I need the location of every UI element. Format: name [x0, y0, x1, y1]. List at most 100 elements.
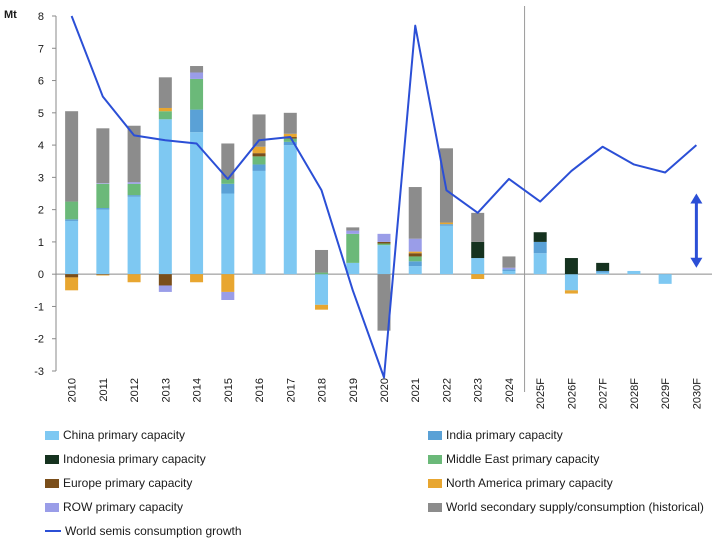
- bar-segment: [533, 253, 547, 275]
- bar-segment: [471, 212, 485, 242]
- bar-segment: [283, 138, 297, 142]
- bar-segment: [627, 270, 641, 275]
- bars-group: [65, 66, 672, 331]
- bar-segment: [221, 193, 235, 275]
- bar-segment: [127, 183, 141, 196]
- x-tick-label: 2017: [285, 378, 297, 402]
- bar-segment: [158, 77, 172, 108]
- bar-segment: [252, 153, 266, 157]
- x-tick-label: 2011: [98, 378, 110, 402]
- y-tick-label: 4: [38, 140, 44, 152]
- x-tick-label: 2029F: [660, 378, 672, 409]
- bar-segment: [96, 128, 110, 184]
- bar-segment: [158, 107, 172, 112]
- bar-segment: [221, 291, 235, 300]
- bar-segment: [190, 66, 204, 73]
- bar-segment: [315, 249, 329, 273]
- bar-segment: [96, 183, 110, 209]
- bar-segment: [346, 227, 360, 231]
- annotation-arrow-head-down: [690, 257, 703, 268]
- bar-segment: [346, 233, 360, 263]
- bar-segment: [408, 256, 422, 262]
- bar-segment: [158, 111, 172, 120]
- x-tick-label: 2022: [441, 378, 453, 402]
- y-tick-label: -1: [34, 301, 44, 313]
- bar-segment: [65, 111, 79, 202]
- bar-segment: [221, 178, 235, 184]
- bar-segment: [346, 230, 360, 234]
- y-tick-label: 1: [38, 237, 44, 249]
- bar-segment: [502, 267, 516, 270]
- y-tick-label: 7: [38, 43, 44, 55]
- bar-segment: [596, 262, 610, 271]
- bar-segment: [408, 238, 422, 252]
- bar-segment: [471, 274, 485, 280]
- bar-segment: [408, 253, 422, 257]
- bar-segment: [190, 78, 204, 110]
- x-tick-label: 2030F: [691, 378, 703, 409]
- bar-segment: [533, 232, 547, 242]
- bar-segment: [96, 274, 110, 275]
- bar-segment: [127, 274, 141, 283]
- bar-segment: [127, 125, 141, 183]
- y-tick-label: -3: [34, 366, 44, 378]
- y-tick-label: 8: [38, 11, 44, 23]
- annotation-group: [690, 193, 703, 268]
- bar-segment: [65, 219, 79, 221]
- bar-segment: [502, 270, 516, 275]
- bar-segment: [252, 114, 266, 147]
- bar-segment: [315, 304, 329, 310]
- bar-segment: [408, 251, 422, 254]
- bar-segment: [127, 195, 141, 197]
- bar-segment: [502, 256, 516, 268]
- line-series-group: [70, 15, 698, 379]
- bar-segment: [158, 285, 172, 292]
- bar-segment: [221, 274, 235, 292]
- bar-segment: [377, 243, 391, 246]
- bar-segment: [221, 143, 235, 179]
- x-tick-label: 2027F: [598, 378, 610, 409]
- bar-segment: [502, 269, 516, 271]
- x-tick-label: 2019: [348, 378, 360, 402]
- bar-segment: [471, 258, 485, 275]
- bar-segment: [252, 170, 266, 275]
- y-tick-label: 3: [38, 172, 44, 184]
- bar-segment: [127, 182, 141, 184]
- bar-segment: [190, 274, 204, 283]
- bar-segment: [596, 272, 610, 275]
- x-tick-label: 2014: [192, 378, 204, 402]
- bar-segment: [564, 290, 578, 294]
- x-tick-label: 2020: [379, 378, 391, 402]
- bar-segment: [377, 241, 391, 244]
- bar-segment: [158, 274, 172, 286]
- bar-segment: [377, 233, 391, 242]
- bar-segment: [596, 270, 610, 273]
- bar-segment: [283, 133, 297, 138]
- bar-segment: [127, 196, 141, 275]
- bar-segment: [346, 262, 360, 275]
- bar-segment: [408, 261, 422, 267]
- x-tick-label: 2010: [67, 378, 79, 402]
- bar-segment: [315, 274, 329, 305]
- bar-segment: [377, 245, 391, 275]
- x-tick-label: 2018: [317, 378, 329, 402]
- bar-segment: [564, 258, 578, 275]
- x-tick-label: 2021: [410, 378, 422, 402]
- bar-segment: [658, 274, 672, 284]
- bar-segment: [252, 164, 266, 171]
- bar-segment: [408, 187, 422, 239]
- y-axis-unit-label: Mt: [4, 9, 17, 21]
- x-tick-label: 2016: [254, 378, 266, 402]
- bar-segment: [65, 277, 79, 291]
- bar-segment: [283, 145, 297, 275]
- bar-segment: [439, 225, 453, 275]
- bar-segment: [65, 274, 79, 278]
- bar-segment: [96, 183, 110, 184]
- bar-segment: [283, 112, 297, 134]
- bar-segment: [96, 208, 110, 210]
- consumption-growth-line: [70, 15, 698, 379]
- x-tick-label: 2015: [223, 378, 235, 402]
- x-tick-label: 2012: [129, 378, 141, 402]
- bar-segment: [190, 72, 204, 79]
